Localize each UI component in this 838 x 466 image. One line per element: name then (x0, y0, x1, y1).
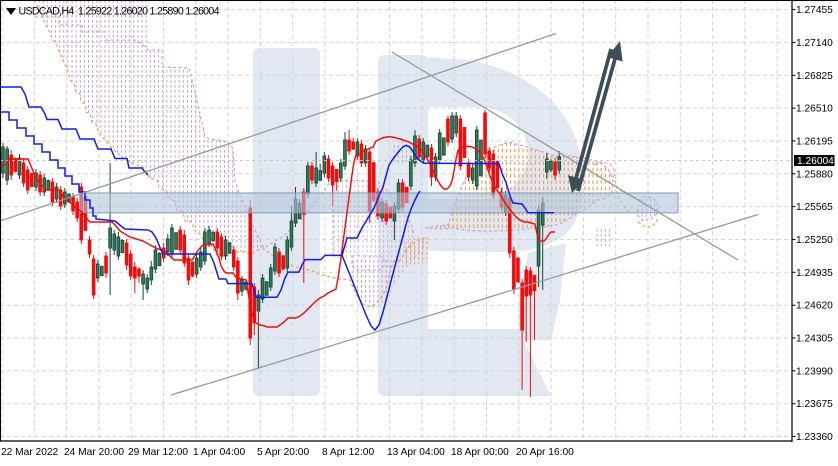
svg-text:1.24935: 1.24935 (796, 268, 833, 279)
svg-text:1.25880: 1.25880 (796, 169, 833, 180)
svg-text:29 Mar 12:00: 29 Mar 12:00 (128, 447, 188, 458)
svg-text:1.24305: 1.24305 (796, 334, 833, 345)
svg-text:USDCAD,H4 1.25922 1.26020 1.2: USDCAD,H4 1.25922 1.26020 1.25890 1.2600… (19, 6, 220, 18)
svg-text:1.26195: 1.26195 (796, 137, 833, 148)
svg-text:18 Apr 00:00: 18 Apr 00:00 (451, 447, 509, 458)
svg-text:22 Mar 2022: 22 Mar 2022 (1, 447, 59, 458)
svg-text:1.26004: 1.26004 (797, 156, 834, 167)
svg-text:1.26825: 1.26825 (796, 71, 833, 82)
svg-text:1 Apr 04:00: 1 Apr 04:00 (193, 447, 245, 458)
svg-text:1.23990: 1.23990 (796, 366, 833, 377)
svg-text:13 Apr 04:00: 13 Apr 04:00 (387, 447, 445, 458)
svg-text:1.27140: 1.27140 (796, 38, 833, 49)
svg-text:20 Apr 16:00: 20 Apr 16:00 (516, 447, 574, 458)
svg-text:1.27455: 1.27455 (796, 5, 833, 16)
svg-text:1.23675: 1.23675 (796, 399, 833, 410)
svg-text:5 Apr 20:00: 5 Apr 20:00 (257, 447, 309, 458)
svg-text:1.23360: 1.23360 (796, 432, 833, 443)
svg-text:1.25250: 1.25250 (796, 235, 833, 246)
svg-text:1.25565: 1.25565 (796, 202, 833, 213)
svg-text:24 Mar 20:00: 24 Mar 20:00 (64, 447, 124, 458)
svg-text:1.26510: 1.26510 (796, 104, 833, 115)
svg-text:8 Apr 12:00: 8 Apr 12:00 (322, 447, 374, 458)
svg-text:1.24620: 1.24620 (796, 301, 833, 312)
